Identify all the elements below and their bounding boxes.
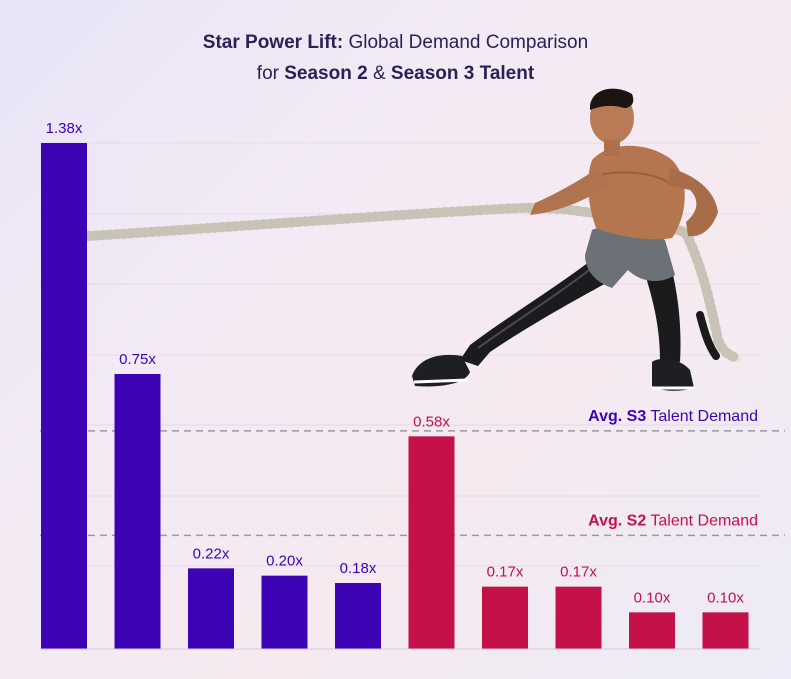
bar-s3-4: [629, 612, 675, 649]
bar-value-label: 1.38x: [46, 120, 83, 137]
bar-value-label: 0.10x: [707, 589, 744, 606]
title-mid: &: [367, 63, 391, 84]
title-rest-part: Global Demand Comparison: [343, 32, 589, 53]
title-season2: Season 2: [284, 63, 368, 84]
bar-s2-1: [41, 143, 87, 649]
bar-s3-1: [408, 436, 455, 649]
bar-value-label: 0.75x: [119, 351, 156, 368]
bar-value-label: 0.58x: [413, 413, 450, 430]
bar-value-label: 0.18x: [340, 560, 377, 577]
bar-value-label: 0.17x: [487, 564, 524, 581]
bar-s3-5: [702, 612, 749, 649]
athlete-with-battle-rope-image: [83, 88, 743, 391]
avg-s3-label: Avg. S3 Talent Demand: [588, 408, 758, 425]
bar-value-label: 0.22x: [193, 545, 230, 562]
title-pre: for: [256, 63, 285, 84]
bar-value-labels: 1.38x 0.75x 0.22x 0.20x 0.18x 0.58x 0.17x 0.17x…: [46, 120, 745, 606]
chart-title-line-1: Star Power Lift: Global Demand Compariso…: [0, 32, 791, 54]
gridlines: [40, 142, 760, 567]
bar-s3-2: [482, 586, 528, 649]
title-bold-part: Star Power Lift:: [202, 32, 344, 53]
bar-s2-3: [188, 568, 234, 649]
bar-s2-5: [335, 583, 381, 649]
title-season3: Season 3 Talent: [390, 63, 535, 84]
bar-value-label: 0.17x: [560, 564, 597, 581]
bar-value-label: 0.10x: [634, 589, 671, 606]
chart-title-line-2: for Season 2 & Season 3 Talent: [0, 63, 791, 85]
bars: [41, 143, 749, 649]
bar-s2-4: [261, 575, 308, 649]
bar-s3-3: [555, 586, 602, 649]
bar-value-label: 0.20x: [266, 553, 303, 570]
bar-s2-2: [114, 374, 161, 649]
avg-s2-label: Avg. S2 Talent Demand: [588, 512, 758, 529]
